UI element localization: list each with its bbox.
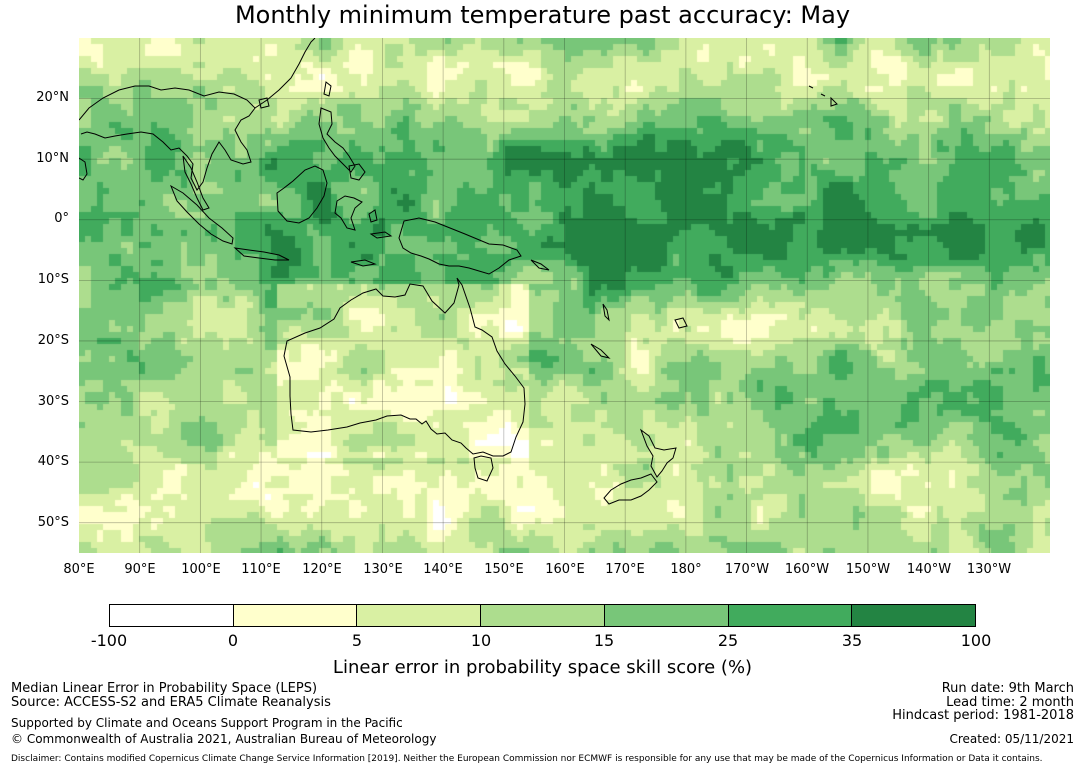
colorbar-label: Linear error in probability space skill … <box>332 657 753 678</box>
lon-label-130w: 130°W <box>966 562 1012 577</box>
colorbar-tick-4: 10 <box>470 631 492 650</box>
lon-label-120e: 120°E <box>302 562 342 577</box>
lat-label-40s: 40°S <box>37 454 69 469</box>
lon-label-160e: 160°E <box>545 562 585 577</box>
footer-created-date: Created: 05/11/2021 <box>949 732 1074 746</box>
lat-label-10s: 10°S <box>37 272 69 287</box>
lon-label-140e: 140°E <box>423 562 463 577</box>
lon-label-90e: 90°E <box>124 562 156 577</box>
timor-island <box>350 259 377 267</box>
footer-copyright: © Commonwealth of Australia 2021, Austra… <box>11 732 437 746</box>
lon-label-130e: 130°E <box>363 562 403 577</box>
footer-support: Supported by Climate and Oceans Support … <box>11 716 403 730</box>
gridlines <box>79 38 1050 553</box>
footer-source: Source: ACCESS-S2 and ERA5 Climate Reana… <box>11 695 331 710</box>
new-zealand-south-island <box>603 473 658 505</box>
sri-lanka-coastline <box>79 157 88 181</box>
coastlines <box>79 38 838 505</box>
fiji-islands <box>674 317 688 329</box>
colorbar-segment-5 <box>604 605 729 626</box>
lat-label-0: 0° <box>54 211 69 226</box>
colorbar-segment-7 <box>852 605 976 626</box>
hainan-coastline <box>258 97 270 109</box>
malay-peninsula-coastline <box>182 155 210 211</box>
colorbar <box>109 604 976 627</box>
se-asia-coastline <box>79 85 256 191</box>
vanuatu-islands <box>602 303 610 322</box>
footer-disclaimer: Disclaimer: Contains modified Copernicus… <box>11 754 1043 764</box>
colorbar-segment-4 <box>481 605 605 626</box>
map-title: Monthly minimum temperature past accurac… <box>234 1 851 29</box>
footer-hindcast-period: Hindcast period: 1981-2018 <box>892 708 1074 723</box>
colorbar-tick-3: 5 <box>351 631 363 650</box>
lat-label-10n: 10°N <box>36 151 69 166</box>
new-guinea-coastline <box>398 217 522 275</box>
new-zealand-north-island <box>639 428 677 478</box>
sumatra-coastline <box>169 184 234 245</box>
footer-lead-time: Lead time: 2 month <box>946 695 1074 710</box>
lon-label-150e: 150°E <box>484 562 524 577</box>
skill-score-map <box>79 38 1050 553</box>
lon-label-100e: 100°E <box>181 562 221 577</box>
map-overlay <box>79 38 1050 553</box>
colorbar-segment-1 <box>110 605 234 626</box>
java-coastline <box>233 247 290 261</box>
mindanao-coastline <box>348 163 366 181</box>
colorbar-tick-1: -100 <box>90 631 128 650</box>
colorbar-tick-5: 15 <box>593 631 615 650</box>
halmahera-island <box>368 209 378 223</box>
borneo-coastline <box>276 165 328 224</box>
lon-label-140w: 140°W <box>906 562 952 577</box>
colorbar-segment-3 <box>357 605 482 626</box>
china-coastline <box>254 38 316 109</box>
lon-label-80e: 80°E <box>63 562 95 577</box>
seram-island <box>369 231 393 239</box>
colorbar-tick-2: 0 <box>227 631 239 650</box>
footer-run-date: Run date: 9th March <box>941 681 1074 696</box>
lat-label-20n: 20°N <box>36 90 69 105</box>
sulawesi-coastline <box>334 195 363 231</box>
lon-label-180: 180° <box>670 562 702 577</box>
footer-method: Median Linear Error in Probability Space… <box>11 681 318 696</box>
colorbar-segment-2 <box>233 605 358 626</box>
colorbar-tick-8: 100 <box>960 631 992 650</box>
solomon-islands <box>530 259 550 271</box>
lat-label-20s: 20°S <box>37 333 69 348</box>
lat-label-30s: 30°S <box>37 394 69 409</box>
tasmania-coastline <box>473 455 494 482</box>
lon-label-160w: 160°W <box>784 562 830 577</box>
australia-coastline <box>283 277 526 457</box>
lon-label-170e: 170°E <box>605 562 645 577</box>
lon-label-170w: 170°W <box>724 562 770 577</box>
lon-label-110e: 110°E <box>241 562 281 577</box>
colorbar-tick-7: 35 <box>841 631 863 650</box>
taiwan-coastline <box>323 81 332 97</box>
colorbar-segment-6 <box>728 605 853 626</box>
new-caledonia <box>590 343 611 359</box>
philippines-coastline <box>318 107 356 173</box>
hawaii-islands <box>808 85 838 107</box>
colorbar-tick-6: 25 <box>717 631 739 650</box>
lon-label-150w: 150°W <box>845 562 891 577</box>
skill-score-raster <box>79 38 1050 553</box>
lat-label-50s: 50°S <box>37 515 69 530</box>
